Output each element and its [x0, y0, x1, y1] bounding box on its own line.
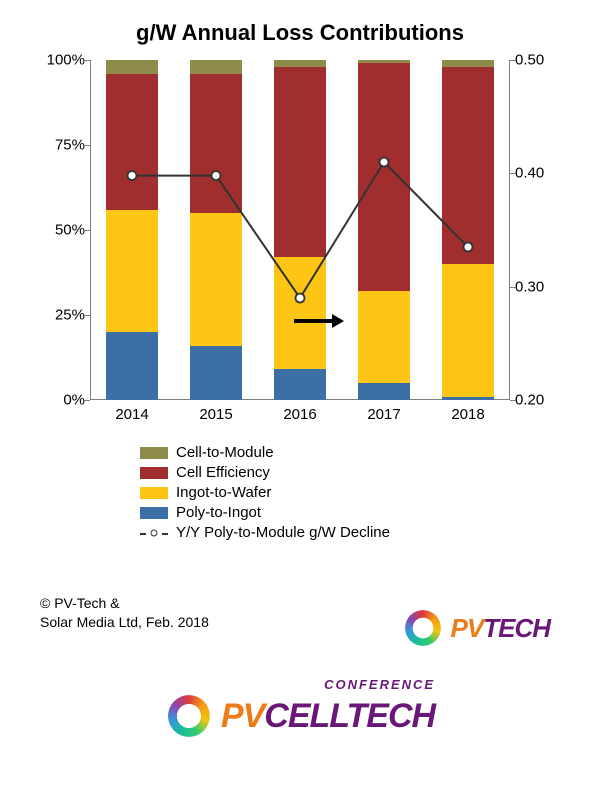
x-tick-label: 2014: [90, 400, 174, 430]
x-tick-label: 2017: [342, 400, 426, 430]
legend-swatch: [140, 507, 168, 519]
y-left-label: 0%: [35, 392, 85, 409]
x-tick-label: 2018: [426, 400, 510, 430]
bar-segment-poly-to-ingot: [106, 332, 158, 400]
legend-label: Ingot-to-Wafer: [176, 484, 271, 501]
figure-container: g/W Annual Loss Contributions 0%25%50%75…: [0, 0, 600, 800]
y-left-label: 25%: [35, 307, 85, 324]
bar: [442, 60, 494, 400]
bar: [274, 60, 326, 400]
y-right-label: 0.40: [515, 165, 565, 182]
legend-label: Y/Y Poly-to-Module g/W Decline: [176, 524, 390, 541]
y-left-label: 50%: [35, 222, 85, 239]
bar-segment-cell-efficiency: [358, 63, 410, 291]
chart-title: g/W Annual Loss Contributions: [30, 20, 570, 46]
x-tick-label: 2015: [174, 400, 258, 430]
pvcelltech-logo: CONFERENCE PVCELLTECH: [165, 677, 435, 740]
x-axis: 20142015201620172018: [90, 400, 510, 430]
bar-segment-ingot-to-wafer: [106, 210, 158, 332]
bar-segment-ingot-to-wafer: [274, 257, 326, 369]
legend-item: Poly-to-Ingot: [140, 504, 570, 521]
legend-line-icon: [140, 527, 168, 539]
bar-segment-ingot-to-wafer: [442, 264, 494, 397]
attribution: © PV-Tech & Solar Media Ltd, Feb. 2018: [40, 594, 209, 632]
legend-label: Cell Efficiency: [176, 464, 270, 481]
legend: Cell-to-Module Cell Efficiency Ingot-to-Wa…: [140, 444, 570, 541]
bar-segment-ingot-to-wafer: [358, 291, 410, 383]
y-right-label: 0.50: [515, 52, 565, 69]
pvtech-ring-icon: [401, 606, 445, 650]
bar-segment-cell-efficiency: [190, 74, 242, 213]
plot-region: 0%25%50%75%100%0.200.300.400.50: [90, 60, 510, 400]
pvtech-wordmark: PVTECH: [451, 613, 550, 644]
bar-segment-poly-to-ingot: [190, 346, 242, 400]
legend-item: Cell Efficiency: [140, 464, 570, 481]
bar-segment-cell-to-module: [190, 60, 242, 74]
bar-segment-ingot-to-wafer: [190, 213, 242, 346]
bar-segment-cell-efficiency: [442, 67, 494, 264]
bar-segment-cell-efficiency: [274, 67, 326, 257]
y-left-label: 100%: [35, 52, 85, 69]
legend-swatch: [140, 467, 168, 479]
bar: [358, 60, 410, 400]
arrow-annotation: [294, 316, 344, 326]
left-axis-line: [90, 60, 91, 400]
legend-label: Poly-to-Ingot: [176, 504, 261, 521]
bar-segment-cell-to-module: [274, 60, 326, 67]
bar: [190, 60, 242, 400]
bar-segment-poly-to-ingot: [358, 383, 410, 400]
legend-item: Cell-to-Module: [140, 444, 570, 461]
y-right-label: 0.20: [515, 392, 565, 409]
pvcelltech-conference-label: CONFERENCE: [165, 677, 435, 692]
legend-item: Y/Y Poly-to-Module g/W Decline: [140, 524, 570, 541]
attribution-line2: Solar Media Ltd, Feb. 2018: [40, 613, 209, 632]
bar: [106, 60, 158, 400]
x-tick-label: 2016: [258, 400, 342, 430]
legend-swatch: [140, 447, 168, 459]
legend-swatch: [140, 487, 168, 499]
y-right-label: 0.30: [515, 278, 565, 295]
bar-segment-cell-efficiency: [106, 74, 158, 210]
right-axis-line: [509, 60, 510, 400]
pvtech-logo: PVTECH: [401, 606, 550, 650]
bar-segment-cell-to-module: [106, 60, 158, 74]
legend-label: Cell-to-Module: [176, 444, 274, 461]
pvcelltech-ring-icon: [165, 692, 213, 740]
y-left-label: 75%: [35, 137, 85, 154]
bar-segment-poly-to-ingot: [274, 369, 326, 400]
bar-segment-cell-to-module: [442, 60, 494, 67]
chart-area: 0%25%50%75%100%0.200.300.400.50 20142015…: [90, 60, 510, 430]
legend-item: Ingot-to-Wafer: [140, 484, 570, 501]
pvcelltech-wordmark: PVCELLTECH: [221, 697, 435, 736]
attribution-line1: © PV-Tech &: [40, 594, 209, 613]
